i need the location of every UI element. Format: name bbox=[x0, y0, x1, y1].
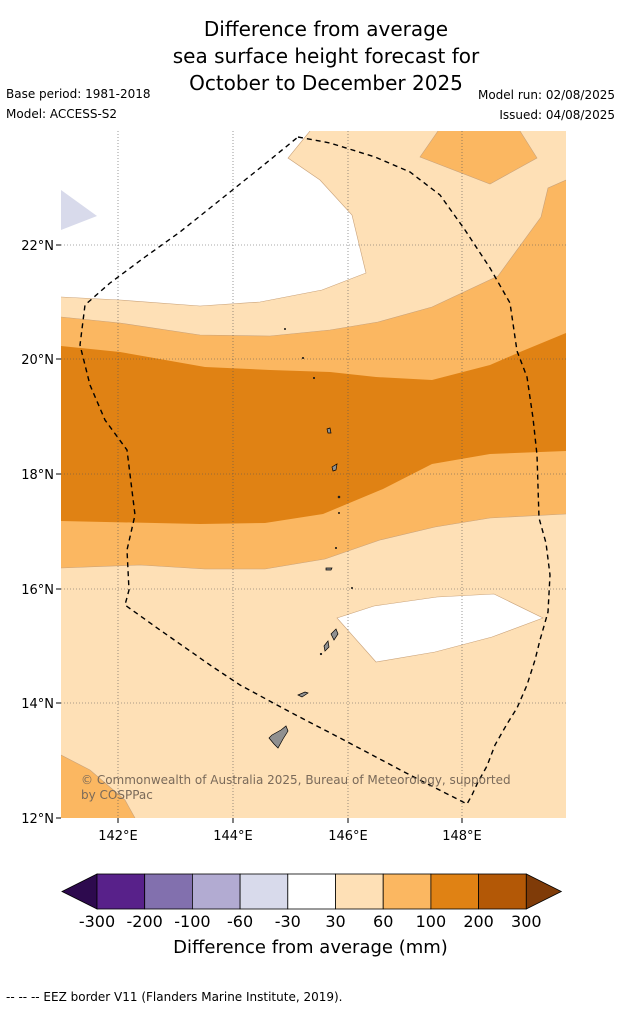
title-line-2: sea surface height forecast for bbox=[172, 44, 480, 68]
colorbar-swatch-6 bbox=[382, 873, 432, 910]
colorbar-title: Difference from average (mm) bbox=[173, 937, 448, 958]
colorbar-tick-labels: -300 -200 -100 -60 -30 30 60 100 200 300 bbox=[79, 912, 542, 931]
colorbar-tick-label-4: -30 bbox=[275, 912, 301, 931]
colorbar-tick-label-1: -200 bbox=[127, 912, 163, 931]
band-100-200 bbox=[61, 333, 566, 524]
copyright-notice: © Commonwealth of Australia 2025, Bureau… bbox=[81, 773, 511, 802]
lon-label-146e: 146°E bbox=[328, 829, 368, 844]
colorbar-tick-label-0: -300 bbox=[79, 912, 115, 931]
band-60-100-northeast bbox=[420, 131, 537, 184]
colorbar-tick-label-2: -100 bbox=[174, 912, 210, 931]
lon-label-148e: 148°E bbox=[442, 829, 482, 844]
issued-date: Issued: 04/08/2025 bbox=[499, 108, 615, 122]
colorbar-swatches bbox=[61, 873, 563, 910]
colorbar-swatch-4 bbox=[287, 873, 336, 910]
anatahan-island bbox=[325, 567, 333, 571]
lat-label-16n: 16°N bbox=[21, 583, 54, 598]
contour-fills bbox=[61, 131, 566, 818]
eez-border-legend: -- -- -- EEZ border V11 (Flanders Marine… bbox=[6, 990, 343, 1004]
lat-label-22n: 22°N bbox=[21, 239, 54, 254]
lon-label-144e: 144°E bbox=[213, 829, 253, 844]
colorbar-tick-label-7: 100 bbox=[416, 912, 447, 931]
lat-ticks bbox=[56, 244, 61, 819]
copyright-line-1: © Commonwealth of Australia 2025, Bureau… bbox=[81, 773, 511, 787]
model-name: Model: ACCESS-S2 bbox=[6, 107, 118, 121]
rota-island bbox=[297, 691, 309, 698]
lat-label-14n: 14°N bbox=[21, 697, 54, 712]
saipan-island bbox=[330, 628, 339, 641]
base-period: Base period: 1981-2018 bbox=[6, 87, 151, 101]
agrihan-island bbox=[326, 427, 332, 434]
colorbar-extend-high bbox=[525, 873, 563, 910]
colorbar-tick-label-6: 60 bbox=[373, 912, 393, 931]
lon-label-142e: 142°E bbox=[98, 829, 138, 844]
colorbar-tick-label-8: 200 bbox=[463, 912, 494, 931]
lon-ticks bbox=[117, 818, 463, 823]
title-line-1: Difference from average bbox=[203, 17, 449, 41]
lat-label-18n: 18°N bbox=[21, 468, 54, 483]
colorbar-swatch-8 bbox=[478, 873, 527, 910]
pagan-island bbox=[331, 463, 338, 472]
map-panel: 22°N 20°N 18°N 16°N 14°N 12°N 142°E 144°… bbox=[21, 131, 566, 844]
eez-border bbox=[79, 136, 551, 805]
colorbar-swatch-5 bbox=[335, 873, 384, 910]
map-title: Difference from average sea surface heig… bbox=[0, 16, 621, 97]
guam-island bbox=[268, 725, 289, 749]
colorbar-tick-label-9: 300 bbox=[511, 912, 542, 931]
tinian-island bbox=[323, 640, 330, 652]
lat-label-20n: 20°N bbox=[21, 353, 54, 368]
band-60-100-southwest bbox=[61, 755, 135, 818]
copyright-line-2: by COSPPac bbox=[81, 788, 153, 802]
colorbar-swatch-2 bbox=[191, 873, 241, 910]
colorbar-extend-low bbox=[61, 873, 98, 910]
lat-label-12n: 12°N bbox=[21, 812, 54, 827]
islands bbox=[268, 328, 353, 749]
colorbar-tick-label-3: -60 bbox=[227, 912, 253, 931]
band-neutral-south bbox=[337, 594, 543, 662]
contour-lines bbox=[61, 131, 566, 818]
colorbar-swatch-3 bbox=[239, 873, 289, 910]
colorbar-swatch-0 bbox=[96, 873, 146, 910]
title-line-3: October to December 2025 bbox=[189, 71, 463, 95]
model-run: Model run: 02/08/2025 bbox=[477, 88, 615, 102]
graticule bbox=[61, 131, 566, 818]
band-negative-corner bbox=[61, 190, 97, 230]
colorbar-tick-label-5: 30 bbox=[325, 912, 345, 931]
colorbar-swatch-7 bbox=[430, 873, 479, 910]
colorbar-swatch-1 bbox=[144, 873, 193, 910]
